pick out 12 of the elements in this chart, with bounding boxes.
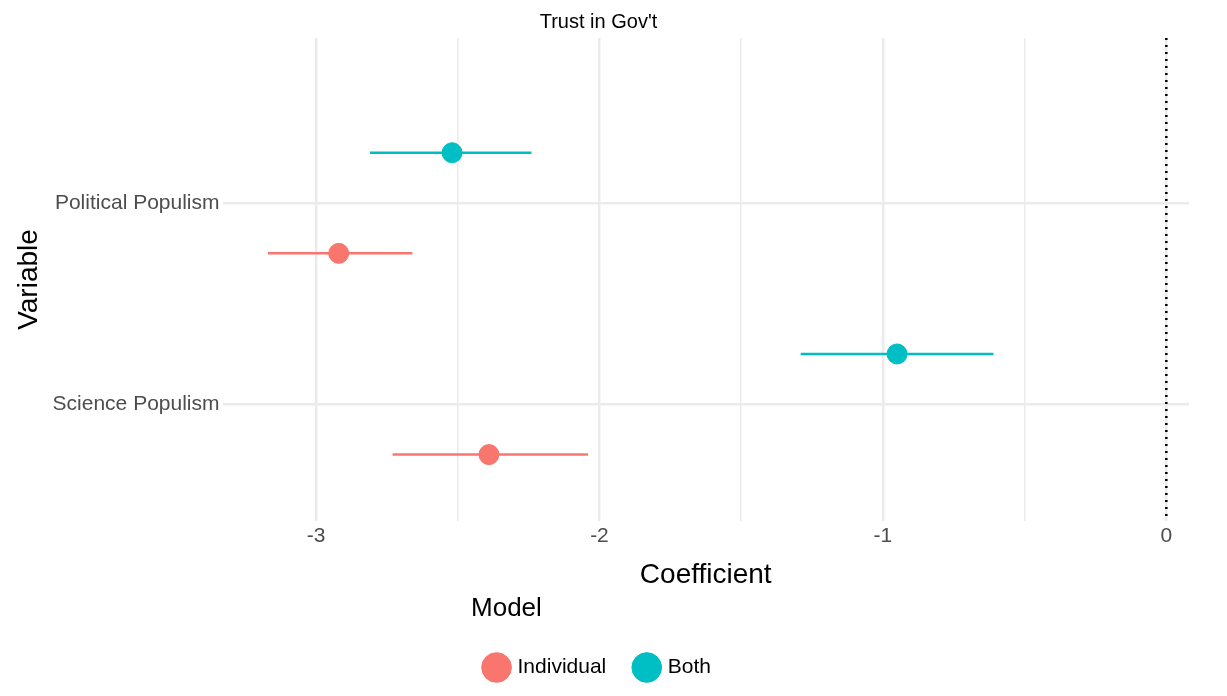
x-axis-title: Coefficient [639, 557, 772, 589]
legend-title: Model [471, 591, 542, 622]
chart-title: Trust in Gov't [539, 9, 658, 32]
x-tick-label: -1 [873, 523, 893, 547]
y-tick-label: Science Populism [52, 391, 220, 415]
x-tick-label: 0 [1160, 523, 1173, 547]
y-axis-title: Variable [11, 229, 43, 330]
legend-label: Both [667, 654, 711, 678]
x-tick-label: -3 [306, 523, 326, 547]
y-tick-label: Political Populism [54, 189, 220, 213]
legend-label: Individual [517, 654, 607, 678]
x-tick-label: -2 [590, 523, 609, 547]
